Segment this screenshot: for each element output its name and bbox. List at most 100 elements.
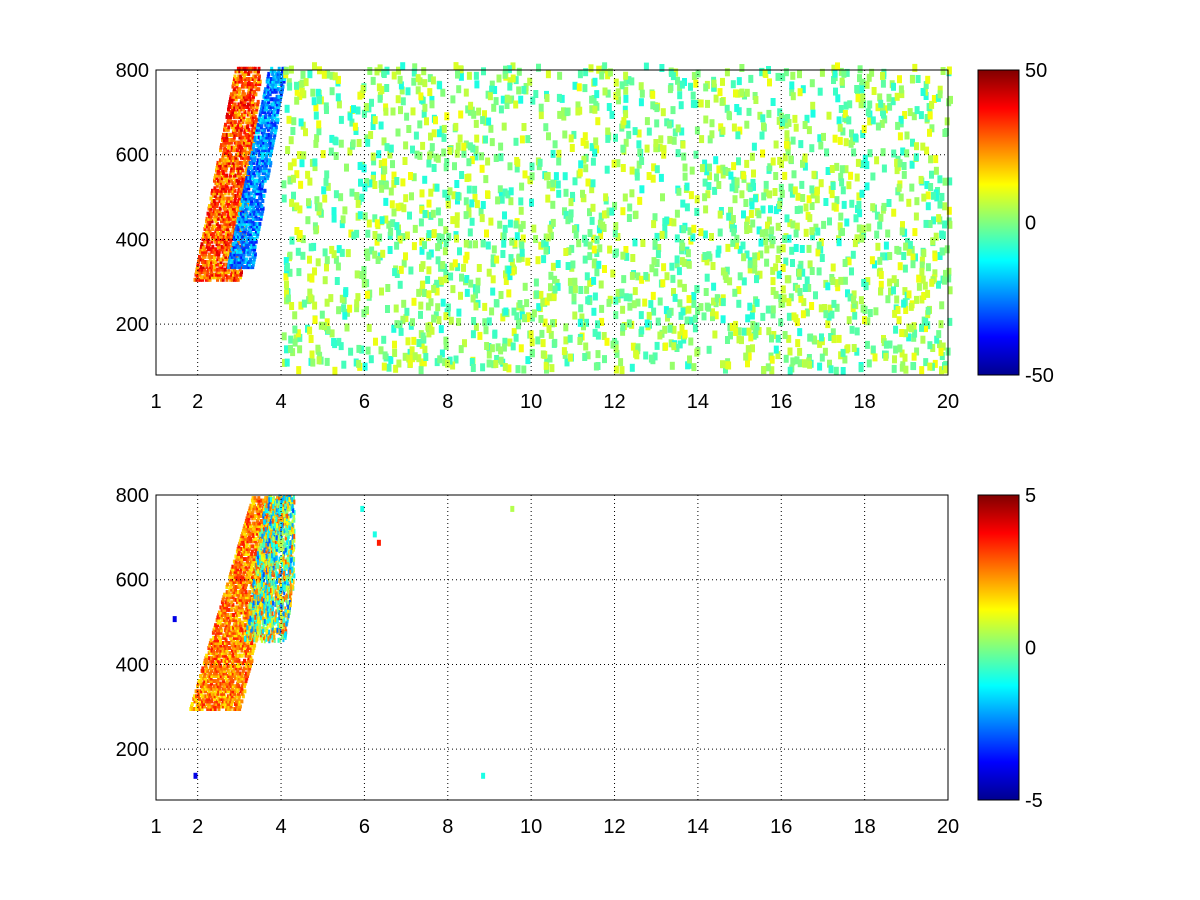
heatmap-cell bbox=[879, 119, 885, 128]
heatmap-cell bbox=[226, 158, 230, 163]
heatmap-cell bbox=[832, 134, 838, 143]
heatmap-cell bbox=[899, 349, 905, 358]
heatmap-cell bbox=[324, 170, 330, 179]
heatmap-cell bbox=[429, 326, 435, 335]
heatmap-cell bbox=[260, 214, 263, 219]
heatmap-cell bbox=[258, 150, 262, 155]
heatmap-cell bbox=[257, 171, 261, 176]
heatmap-cell bbox=[402, 352, 408, 361]
heatmap-cell bbox=[232, 668, 236, 673]
heatmap-cell bbox=[277, 94, 281, 99]
heatmap-cell bbox=[568, 209, 574, 218]
heatmap-cell bbox=[221, 201, 225, 206]
heatmap-cell bbox=[874, 156, 880, 165]
heatmap-cell bbox=[240, 84, 244, 89]
heatmap-cell bbox=[372, 250, 378, 259]
heatmap-cell bbox=[854, 234, 860, 243]
heatmap-cell bbox=[331, 250, 337, 259]
heatmap-cell bbox=[726, 212, 732, 221]
heatmap-cell bbox=[261, 181, 265, 186]
heatmap-cell bbox=[260, 130, 264, 135]
heatmap-cell bbox=[750, 219, 756, 228]
heatmap-cell bbox=[249, 115, 253, 120]
heatmap-cell bbox=[636, 129, 642, 138]
heatmap-cell bbox=[264, 176, 268, 181]
heatmap-cell bbox=[234, 229, 238, 234]
heatmap-cell bbox=[891, 208, 897, 217]
heatmap-cell bbox=[431, 314, 437, 323]
heatmap-cell bbox=[910, 253, 916, 262]
heatmap-cell bbox=[208, 648, 212, 653]
heatmap-cell bbox=[229, 94, 233, 99]
heatmap-cell bbox=[827, 304, 833, 313]
heatmap-cell bbox=[710, 262, 716, 270]
heatmap-cell bbox=[249, 135, 253, 140]
heatmap-cell bbox=[395, 203, 401, 212]
heatmap-cell bbox=[619, 288, 625, 297]
heatmap-cell bbox=[448, 272, 454, 281]
heatmap-cell bbox=[250, 214, 254, 219]
heatmap-cell bbox=[234, 699, 238, 704]
heatmap-cell bbox=[228, 630, 232, 635]
heatmap-cell bbox=[244, 607, 248, 612]
heatmap-cell bbox=[241, 82, 245, 87]
heatmap-cell bbox=[235, 653, 239, 658]
heatmap-cell bbox=[225, 674, 229, 678]
heatmap-cell bbox=[232, 148, 236, 153]
heatmap-cell bbox=[236, 610, 240, 615]
heatmap-cell bbox=[289, 236, 295, 245]
heatmap-cell bbox=[219, 163, 223, 168]
heatmap-cell bbox=[797, 70, 802, 79]
heatmap-cell bbox=[195, 277, 199, 282]
heatmap-cell bbox=[271, 87, 275, 92]
heatmap-cell bbox=[251, 211, 255, 216]
heatmap-cell bbox=[713, 156, 719, 165]
heatmap-cell bbox=[224, 272, 228, 277]
heatmap-cell bbox=[396, 359, 402, 368]
heatmap-cell bbox=[245, 663, 249, 668]
heatmap-cell bbox=[581, 155, 587, 164]
heatmap-cell bbox=[469, 217, 475, 226]
heatmap-cell bbox=[219, 262, 222, 267]
heatmap-cell bbox=[744, 221, 750, 230]
heatmap-cell bbox=[257, 127, 261, 132]
heatmap-cell bbox=[678, 311, 684, 320]
heatmap-cell bbox=[255, 615, 259, 620]
heatmap-cell bbox=[273, 132, 277, 137]
heatmap-cell bbox=[605, 134, 611, 143]
heatmap-cell bbox=[421, 109, 427, 118]
heatmap-cell bbox=[250, 224, 254, 229]
heatmap-cell bbox=[654, 119, 660, 128]
heatmap-cell bbox=[235, 105, 238, 109]
heatmap-cell bbox=[247, 193, 251, 198]
heatmap-cell bbox=[217, 638, 221, 643]
heatmap-cell bbox=[234, 89, 238, 94]
heatmap-cell bbox=[533, 90, 539, 98]
heatmap-cell bbox=[720, 77, 725, 86]
heatmap-cell bbox=[240, 674, 244, 678]
heatmap-cell bbox=[223, 247, 227, 252]
heatmap-cell bbox=[583, 238, 589, 247]
heatmap-cell bbox=[392, 340, 397, 349]
heatmap-cell bbox=[483, 175, 489, 184]
heatmap-cell bbox=[896, 316, 902, 325]
heatmap-cell bbox=[652, 238, 658, 247]
heatmap-cell bbox=[436, 233, 442, 242]
heatmap-cell bbox=[538, 290, 544, 299]
heatmap-cell bbox=[518, 206, 524, 215]
heatmap-cell bbox=[227, 237, 231, 242]
heatmap-cell bbox=[929, 124, 935, 133]
heatmap-cell bbox=[491, 245, 497, 254]
x-tick-label: 8 bbox=[442, 391, 453, 413]
heatmap-cell bbox=[747, 225, 753, 233]
heatmap-cell bbox=[237, 684, 241, 689]
heatmap-cell bbox=[655, 250, 661, 259]
heatmap-cell bbox=[243, 145, 247, 150]
heatmap-cell bbox=[888, 287, 893, 296]
heatmap-cell bbox=[381, 335, 387, 344]
heatmap-cell bbox=[220, 188, 224, 193]
heatmap-cell bbox=[235, 224, 239, 229]
heatmap-cell bbox=[243, 249, 247, 254]
heatmap-cell bbox=[621, 117, 627, 126]
heatmap-cell bbox=[224, 158, 228, 163]
